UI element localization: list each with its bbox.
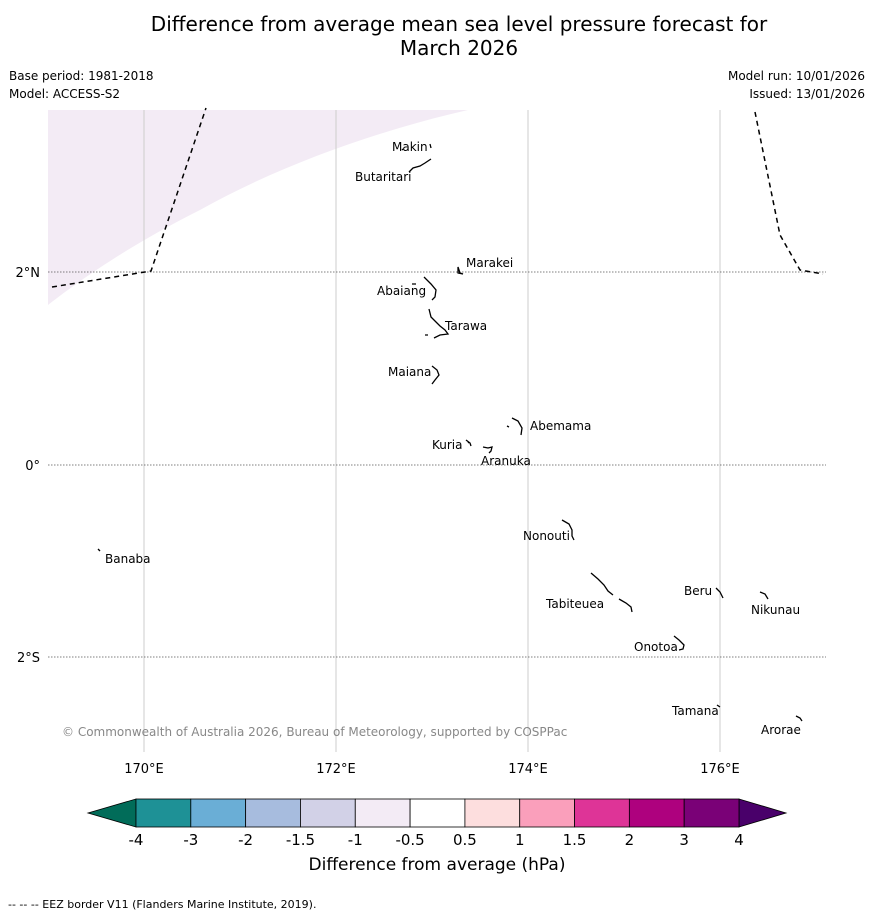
- colorbar-label: Difference from average (hPa): [309, 855, 566, 875]
- island-shape-nonouti: [561, 519, 575, 541]
- label-marakei: Marakei: [466, 256, 513, 270]
- model-name: Model: ACCESS-S2: [9, 87, 121, 101]
- colorbar-segment: [300, 798, 356, 828]
- label-butaritari: Butaritari: [355, 170, 412, 184]
- meta-right: Model run: 10/01/2026 Issued: 13/01/2026: [728, 67, 865, 103]
- colorbar-tick-label: -4: [129, 831, 144, 849]
- label-tarawa: Tarawa: [444, 319, 487, 333]
- colorbar-tick-label: 1: [515, 831, 525, 849]
- lon-tick-176: 176°E: [700, 762, 740, 777]
- gridlines: [143, 110, 721, 752]
- chart-title: Difference from average mean sea level p…: [0, 12, 873, 60]
- lat-tick-2n: 2°N: [16, 266, 41, 281]
- eez-footnote: -- -- -- EEZ border V11 (Flanders Marine…: [8, 898, 317, 911]
- eez-border-east: [754, 111, 824, 275]
- title-line-2: March 2026: [399, 36, 519, 60]
- colorbar-tick-label: -0.5: [395, 831, 424, 849]
- lon-tick-174: 174°E: [508, 762, 548, 777]
- label-abaiang: Abaiang: [377, 284, 426, 298]
- colorbar-segment: [464, 798, 521, 828]
- colorbar-segment: [519, 798, 575, 828]
- label-nonouti: Nonouti: [523, 529, 570, 543]
- label-abemama: Abemama: [530, 419, 591, 433]
- island-shape-arorae: [795, 715, 803, 722]
- colorbar-tick-label: -1.5: [286, 831, 315, 849]
- title-line-1: Difference from average mean sea level p…: [150, 12, 768, 36]
- colorbar-tick-label: -3: [183, 831, 198, 849]
- island-shape-butaritari: [408, 158, 432, 173]
- island-shape-maiana: [431, 365, 440, 385]
- island-shape-abaiang: [412, 276, 437, 301]
- island-shape-abemama: [506, 417, 523, 436]
- model-run: Model run: 10/01/2026: [727, 69, 865, 83]
- colorbar-tick-label: 4: [734, 831, 744, 849]
- island-shape-aranuka: [482, 446, 493, 454]
- island-shape-nikunau: [759, 591, 769, 600]
- colorbar: -4 -3 -2 -1.5 -1 -0.5 0.5 1 1.5 2 3 4: [86, 798, 788, 849]
- label-kuria: Kuria: [432, 438, 463, 452]
- colorbar-segment: [409, 798, 466, 828]
- colorbar-tick-label: 3: [679, 831, 689, 849]
- colorbar-over-arrow: [738, 798, 788, 828]
- shaded-region: [48, 110, 468, 305]
- colorbar-segment: [683, 798, 740, 828]
- lat-tick-2s: 2°S: [17, 651, 40, 666]
- colorbar-segment: [628, 798, 685, 828]
- island-shape-makin: [401, 143, 432, 151]
- colorbar-under-arrow: [86, 798, 137, 828]
- label-arorae: Arorae: [761, 723, 801, 737]
- island-shape-onotoa: [673, 635, 685, 651]
- colorbar-tick-label: 1.5: [563, 831, 587, 849]
- lat-tick-0: 0°: [25, 459, 40, 474]
- lon-tick-170: 170°E: [124, 762, 164, 777]
- colorbar-segment: [354, 798, 411, 828]
- island-shape-kuria: [465, 439, 472, 447]
- copyright-text: © Commonwealth of Australia 2026, Bureau…: [62, 725, 567, 739]
- base-period: Base period: 1981-2018: [9, 69, 154, 83]
- label-nikunau: Nikunau: [751, 603, 800, 617]
- issued-date: Issued: 13/01/2026: [749, 87, 865, 101]
- label-tabiteuea: Tabiteuea: [545, 597, 604, 611]
- island-shape-tabiteuea: [590, 572, 633, 613]
- colorbar-tick-label: -1: [348, 831, 363, 849]
- lon-tick-172: 172°E: [316, 762, 356, 777]
- label-tamana: Tamana: [671, 704, 719, 718]
- meta-left: Base period: 1981-2018 Model: ACCESS-S2: [9, 67, 154, 103]
- colorbar-segment: [245, 798, 301, 828]
- label-onotoa: Onotoa: [634, 640, 678, 654]
- label-banaba: Banaba: [105, 552, 151, 566]
- island-shape-marakei: [457, 266, 464, 275]
- island-shape-banaba: [97, 548, 101, 552]
- island-shape-tamana: [716, 704, 721, 708]
- colorbar-tick-label: -2: [238, 831, 253, 849]
- colorbar-tick-label: 0.5: [453, 831, 477, 849]
- label-beru: Beru: [684, 584, 712, 598]
- eez-border-west: [51, 107, 207, 288]
- colorbar-segment: [574, 798, 630, 828]
- colorbar-segment: [190, 798, 247, 828]
- label-makin: Makin: [392, 140, 428, 154]
- island-shape-beru: [715, 587, 724, 599]
- island-shape-tarawa: [425, 308, 450, 339]
- colorbar-tick-label: 2: [625, 831, 635, 849]
- label-aranuka: Aranuka: [481, 454, 531, 468]
- colorbar-segment: [135, 798, 192, 828]
- label-maiana: Maiana: [388, 365, 431, 379]
